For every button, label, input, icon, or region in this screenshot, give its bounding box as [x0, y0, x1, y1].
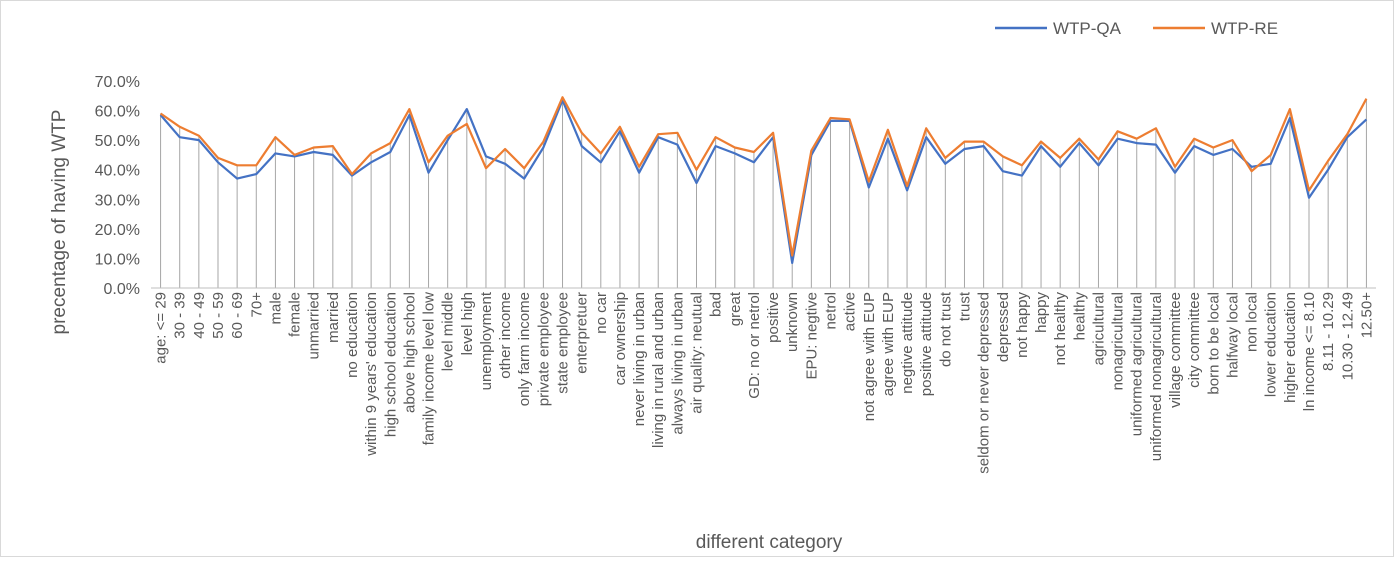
x-tick-label: no car: [593, 292, 610, 334]
x-tick-label: not happy: [1014, 292, 1031, 358]
x-tick-label: positive: [765, 292, 782, 343]
x-tick-label: living in rural and urban: [650, 292, 667, 448]
x-tick-label: age: <= 29: [153, 292, 170, 364]
x-tick-label: only farm income: [516, 292, 533, 406]
x-tick-label: uniformed agricultural: [1129, 292, 1146, 436]
x-tick-label: ln income <= 8.10: [1301, 292, 1318, 411]
x-tick-label: city committee: [1186, 292, 1203, 388]
series-line-wtp-qa: [159, 99, 1368, 264]
x-tick-label: female: [287, 292, 304, 337]
x-tick-label: trust: [956, 291, 973, 321]
x-tick-label: car ownership: [612, 292, 629, 385]
x-tick-label: unmarried: [306, 292, 323, 360]
legend-item: WTP-RE: [1153, 19, 1278, 38]
x-tick-label: agricultural: [1090, 292, 1107, 365]
x-tick-label: active: [842, 292, 859, 331]
series-lines: [159, 96, 1368, 264]
x-tick-label: halfway local: [1224, 292, 1241, 378]
x-axis: age: <= 29 30 - 39 40 - 49 50 - 59 60 - 69 70…: [151, 287, 1376, 474]
x-tick-label: state employee: [555, 292, 572, 394]
x-tick-label: depressed: [995, 292, 1012, 362]
y-tick-label: 10.0%: [95, 251, 140, 268]
x-axis-label: different category: [696, 532, 843, 553]
x-tick-label: nonagricultural: [1110, 292, 1127, 390]
legend-item: WTP-QA: [995, 19, 1122, 38]
legend-label: WTP-RE: [1211, 19, 1278, 38]
x-tick-label: 70+: [248, 292, 265, 318]
y-tick-label: 50.0%: [95, 133, 140, 150]
x-tick-label: private employee: [535, 292, 552, 406]
x-tick-label: male: [267, 292, 284, 325]
x-tick-label: healthy: [1071, 292, 1088, 341]
x-tick-label: unemployment: [478, 291, 495, 390]
x-tick-label: married: [325, 292, 342, 343]
y-tick-label: 40.0%: [95, 163, 140, 180]
x-tick-label: netrol: [822, 292, 839, 330]
series-line-wtp-re: [159, 96, 1368, 257]
x-tick-label: family income level low: [421, 292, 438, 446]
x-tick-label: unknown: [784, 292, 801, 352]
x-tick-label: 60 - 69: [229, 292, 246, 339]
x-tick-label: lower education: [1263, 292, 1280, 397]
x-tick-label: no education: [344, 292, 361, 378]
x-tick-label: 12.50+: [1358, 292, 1375, 339]
x-tick-label: air quality: neutual: [689, 292, 706, 414]
x-tick-label: non local: [1244, 292, 1261, 352]
x-tick-label: 40 - 49: [191, 292, 208, 339]
y-axis-label: precentage of having WTP: [49, 110, 70, 335]
x-tick-label: 50 - 59: [210, 292, 227, 339]
y-tick-label: 0.0%: [104, 281, 140, 298]
x-tick-label: EPU: negtive: [803, 292, 820, 380]
x-tick-label: high school education: [382, 292, 399, 437]
x-tick-label: born to be local: [1205, 292, 1222, 395]
x-tick-label: not healthy: [1052, 292, 1069, 366]
x-tick-label: other income: [497, 292, 514, 379]
x-tick-label: always living in urban: [669, 292, 686, 435]
x-tick-label: within 9 years' education: [363, 292, 380, 457]
legend: WTP-QA WTP-RE: [995, 19, 1278, 38]
x-tick-label: 8.11 - 10.29: [1320, 292, 1337, 371]
legend-label: WTP-QA: [1053, 19, 1122, 38]
x-tick-label: above high school: [401, 292, 418, 413]
x-tick-label: seldom or never depressed: [976, 292, 993, 474]
y-tick-label: 20.0%: [95, 222, 140, 239]
y-axis: 0.0% 10.0% 20.0% 30.0% 40.0% 50.0% 60.0% 70.0%: [95, 74, 140, 298]
y-tick-label: 60.0%: [95, 104, 140, 121]
x-tick-label: agree with EUP: [880, 292, 897, 396]
x-tick-label: uniformed nonagricultural: [1148, 292, 1165, 461]
x-tick-label: level high: [459, 292, 476, 355]
x-tick-label: happy: [1033, 292, 1050, 333]
x-tick-label: village committee: [1167, 292, 1184, 408]
y-tick-label: 30.0%: [95, 192, 140, 209]
x-tick-label: 30 - 39: [172, 292, 189, 339]
y-tick-label: 70.0%: [95, 74, 140, 91]
x-tick-label: do not trust: [937, 291, 954, 367]
x-tick-label: never living in urban: [631, 292, 648, 426]
x-tick-label: positive attitude: [918, 292, 935, 396]
x-tick-label: level middle: [440, 292, 457, 371]
x-tick-label: higher education: [1282, 292, 1299, 403]
x-tick-label: negtive attitude: [899, 292, 916, 394]
drop-lines: [160, 97, 1367, 288]
x-tick-label: enterpretuer: [574, 292, 591, 374]
x-tick-label: great: [727, 291, 744, 326]
x-tick-label: GD: no or netrol: [746, 292, 763, 399]
x-tick-label: not agree with EUP: [861, 292, 878, 421]
x-tick-label: bad: [708, 292, 725, 317]
x-tick-label: 10.30 - 12.49: [1339, 292, 1356, 380]
